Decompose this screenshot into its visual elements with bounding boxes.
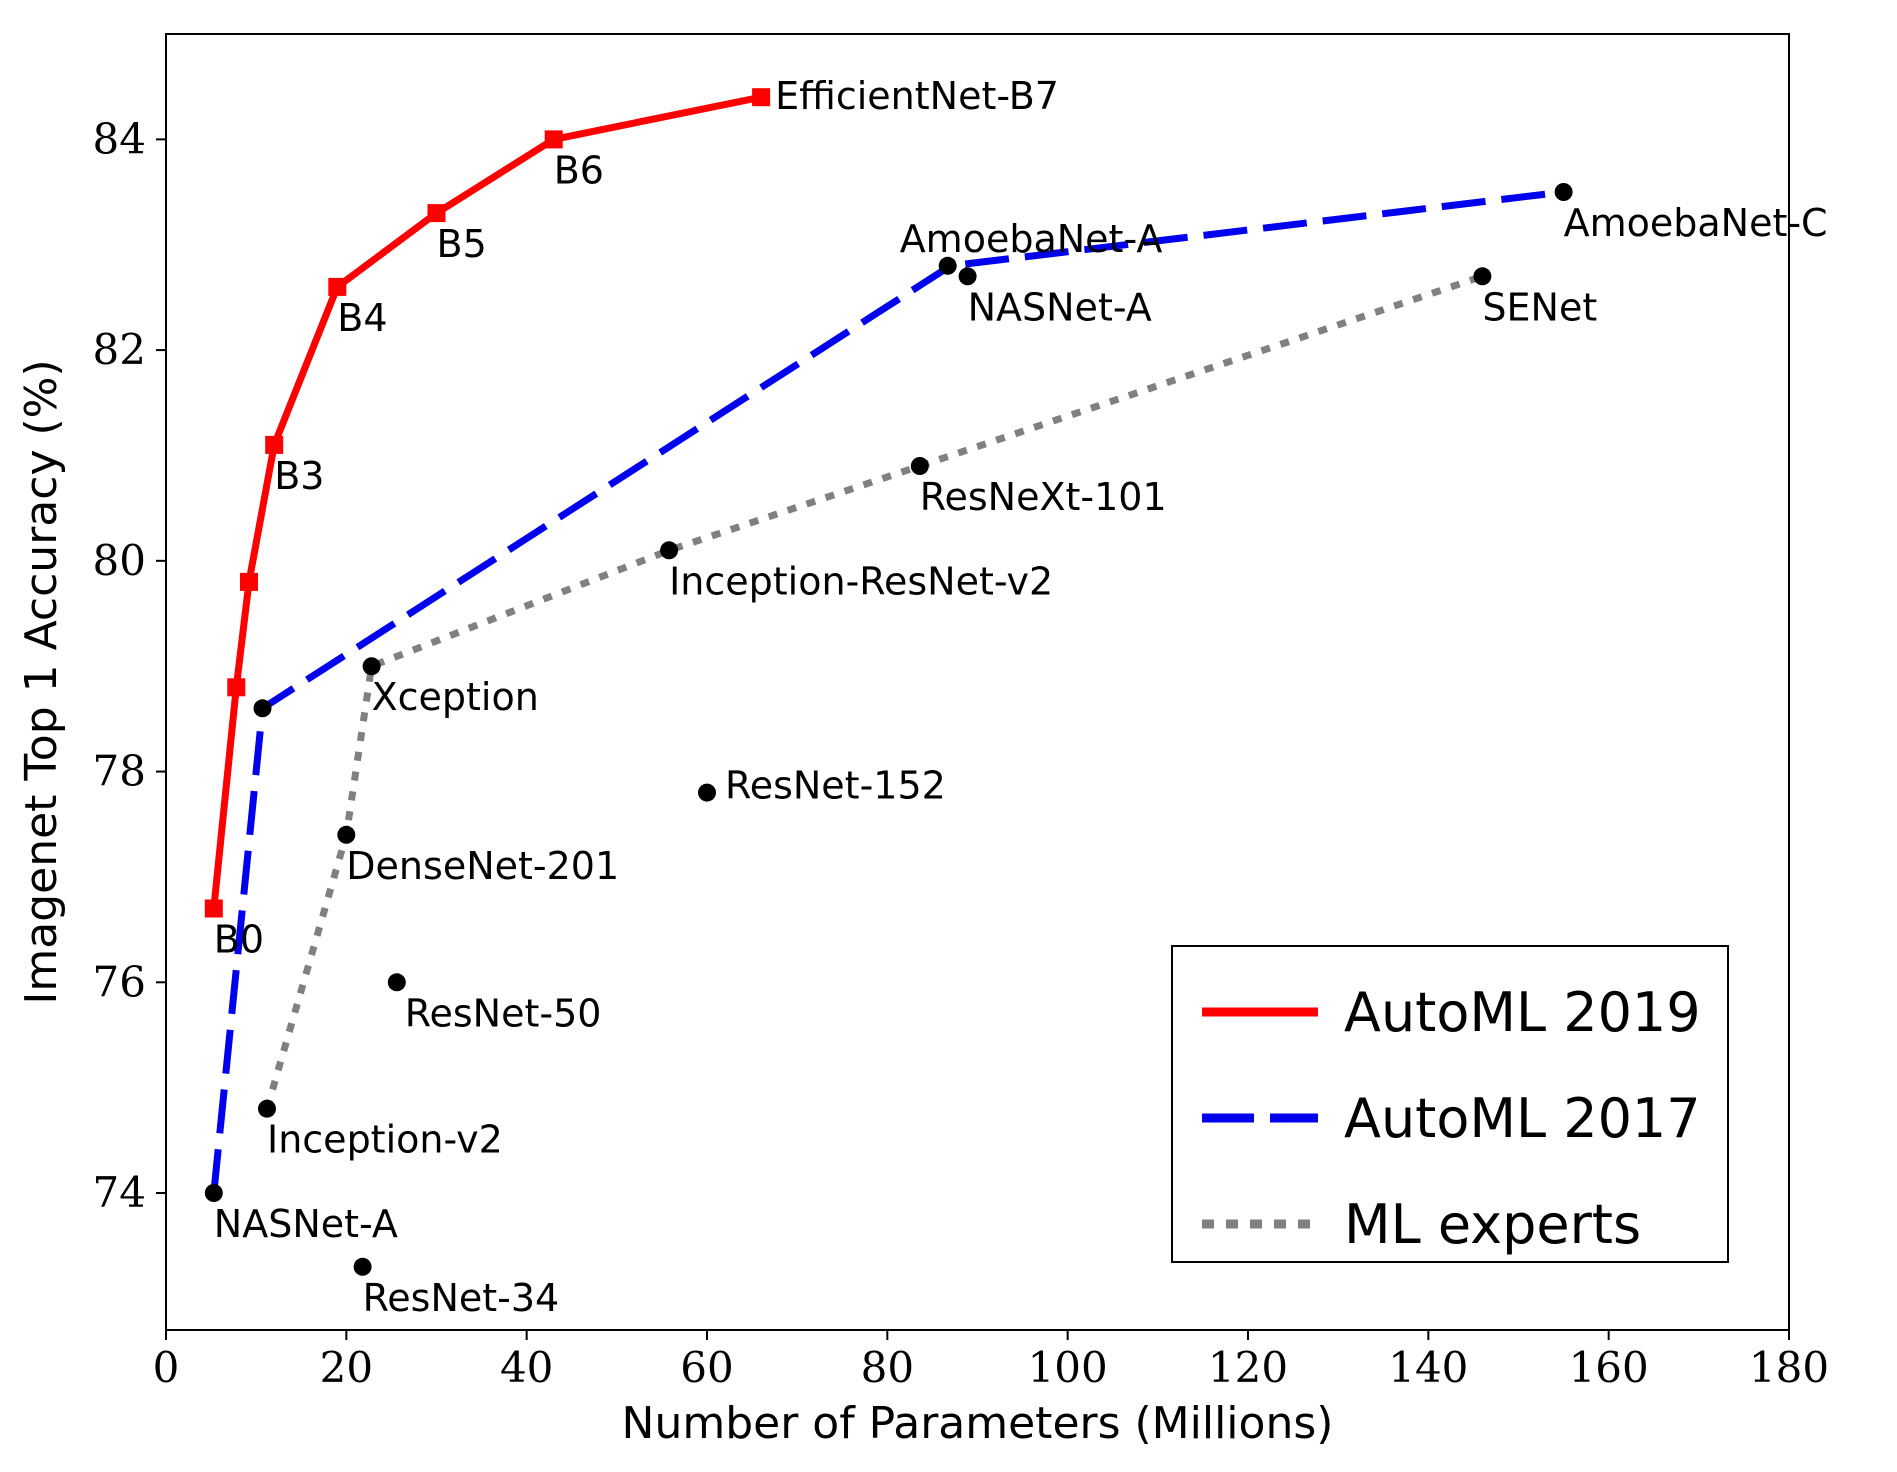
model-point-3 <box>387 973 406 992</box>
model-label-2: Inception-v2 <box>267 1118 503 1162</box>
x-tick-label-3: 60 <box>680 1343 733 1392</box>
x-tick-label-6: 120 <box>1208 1343 1288 1392</box>
model-label-9: NASNet-A <box>968 285 1152 329</box>
model-label-0: NASNet-A <box>214 1202 398 1246</box>
model-point-5 <box>698 783 716 802</box>
legend-label-2: ML experts <box>1344 1193 1641 1256</box>
model-point-4 <box>337 825 356 844</box>
series-0-marker-4 <box>328 277 347 296</box>
efficientnet-label-0: B0 <box>214 918 264 962</box>
y-tick-label-4: 82 <box>93 325 146 374</box>
legend-label-0: AutoML 2019 <box>1344 981 1701 1044</box>
y-tick-label-2: 78 <box>93 747 146 796</box>
series-0-marker-5 <box>427 204 446 223</box>
x-tick-label-5: 100 <box>1028 1343 1108 1392</box>
series-line-1 <box>210 188 1565 1194</box>
x-tick-label-0: 0 <box>153 1343 180 1392</box>
model-point-12 <box>1554 183 1573 201</box>
model-label-1: ResNet-34 <box>363 1276 560 1320</box>
model-label-7: Inception-ResNet-v2 <box>669 559 1053 603</box>
model-label-8: ResNeXt-101 <box>920 475 1167 519</box>
model-point-11 <box>1473 267 1492 286</box>
y-tick-label-1: 76 <box>93 957 146 1006</box>
efficientnet-label-2: B4 <box>337 296 387 340</box>
y-tick-label-5: 84 <box>93 114 146 163</box>
x-tick-label-2: 40 <box>500 1343 553 1392</box>
points-layer <box>204 183 1573 1276</box>
series-0-marker-1 <box>227 678 246 697</box>
model-point-10 <box>938 256 957 275</box>
legend-box <box>1171 945 1729 1263</box>
series-0-marker-2 <box>240 572 258 591</box>
x-axis: 0 20 40 60 80 100 120 140 160 180 <box>153 1330 1829 1392</box>
series-0-marker-0 <box>204 899 223 918</box>
model-point-13 <box>253 699 272 718</box>
model-label-5: ResNet-152 <box>725 764 946 808</box>
model-point-7 <box>660 541 679 560</box>
series-0-marker-6 <box>544 130 563 149</box>
efficientnet-label-4: B6 <box>554 148 604 192</box>
series-layer <box>204 88 1565 1194</box>
efficientnet-label-5: EfficientNet-B7 <box>775 74 1059 118</box>
model-point-8 <box>910 457 929 475</box>
legend: AutoML 2019 AutoML 2017 ML experts <box>1171 945 1729 1263</box>
model-point-0 <box>204 1184 223 1202</box>
model-label-6: Xception <box>372 675 539 719</box>
x-tick-label-8: 160 <box>1569 1343 1649 1392</box>
efficientnet-label-1: B3 <box>274 454 324 498</box>
y-tick-label-3: 80 <box>93 536 146 585</box>
model-label-12: AmoebaNet-C <box>1564 201 1828 245</box>
y-axis-title: Imagenet Top 1 Accuracy (%) <box>16 359 67 1004</box>
model-label-4: DenseNet-201 <box>346 844 619 888</box>
y-tick-label-0: 74 <box>93 1168 146 1217</box>
model-label-3: ResNet-50 <box>405 991 602 1035</box>
series-line-0 <box>210 93 762 909</box>
series-0-marker-3 <box>265 435 284 454</box>
efficientnet-label-3: B5 <box>437 222 487 266</box>
model-point-6 <box>362 657 381 676</box>
series-0-marker-7 <box>752 88 771 107</box>
x-axis-title: Number of Parameters (Millions) <box>622 1398 1334 1449</box>
x-tick-label-1: 20 <box>320 1343 373 1392</box>
model-point-2 <box>258 1099 276 1118</box>
labels-layer: NASNet-A ResNet-34 Inception-v2 ResNet-50 De… <box>214 74 1828 1320</box>
model-label-11: SENet <box>1482 285 1597 329</box>
x-tick-label-7: 140 <box>1388 1343 1468 1392</box>
y-axis: 74 76 78 80 82 84 <box>93 114 166 1217</box>
x-tick-label-9: 180 <box>1749 1343 1829 1392</box>
x-tick-label-4: 80 <box>861 1343 914 1392</box>
model-point-9 <box>958 267 977 286</box>
model-label-10: AmoebaNet-A <box>900 217 1163 261</box>
plot-frame <box>165 33 1790 1331</box>
legend-label-1: AutoML 2017 <box>1344 1087 1701 1150</box>
model-point-1 <box>353 1257 372 1276</box>
